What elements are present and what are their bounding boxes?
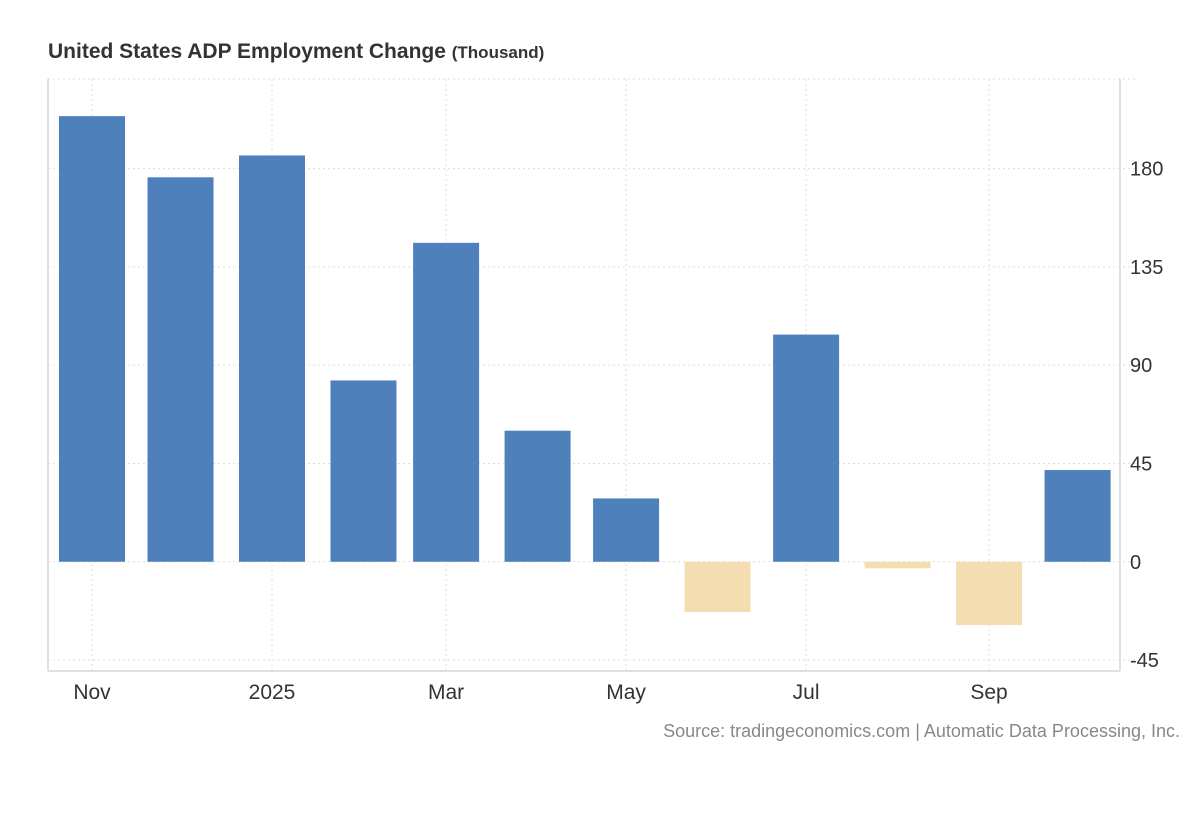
bar-2024-12 — [147, 177, 214, 562]
bar-2025-10 — [1044, 470, 1111, 562]
bar-2025-01 — [239, 155, 305, 562]
x-tick-label: May — [606, 681, 646, 704]
y-tick-label: 45 — [1130, 453, 1152, 475]
y-tick-label: 90 — [1130, 355, 1152, 377]
chart-title-text: United States ADP Employment Change — [48, 40, 446, 63]
bar-2025-09 — [956, 561, 1023, 626]
bar-2025-04 — [504, 430, 571, 562]
chart-unit: (Thousand) — [451, 43, 545, 62]
x-tick-label: 2025 — [249, 681, 296, 704]
bar-2025-08 — [864, 561, 931, 569]
x-tick-label: Sep — [970, 681, 1007, 704]
bar-2025-06 — [684, 561, 751, 613]
bar-2025-05 — [593, 498, 660, 562]
chart-title: United States ADP Employment Change (Tho… — [48, 40, 544, 64]
y-tick-label: 135 — [1130, 257, 1163, 279]
x-tick-label: Nov — [73, 681, 111, 704]
bar-2025-02 — [330, 380, 397, 562]
source-note: Source: tradingeconomics.com | Automatic… — [663, 721, 1180, 741]
x-tick-label: Mar — [428, 681, 464, 704]
bar-2025-03 — [413, 242, 480, 562]
y-tick-label: 180 — [1130, 159, 1163, 181]
bar-2025-07 — [773, 334, 840, 562]
x-tick-label: Jul — [793, 681, 820, 704]
bar-2024-11 — [59, 116, 125, 562]
y-tick-label: 0 — [1130, 552, 1141, 574]
y-tick-label: -45 — [1130, 650, 1159, 672]
